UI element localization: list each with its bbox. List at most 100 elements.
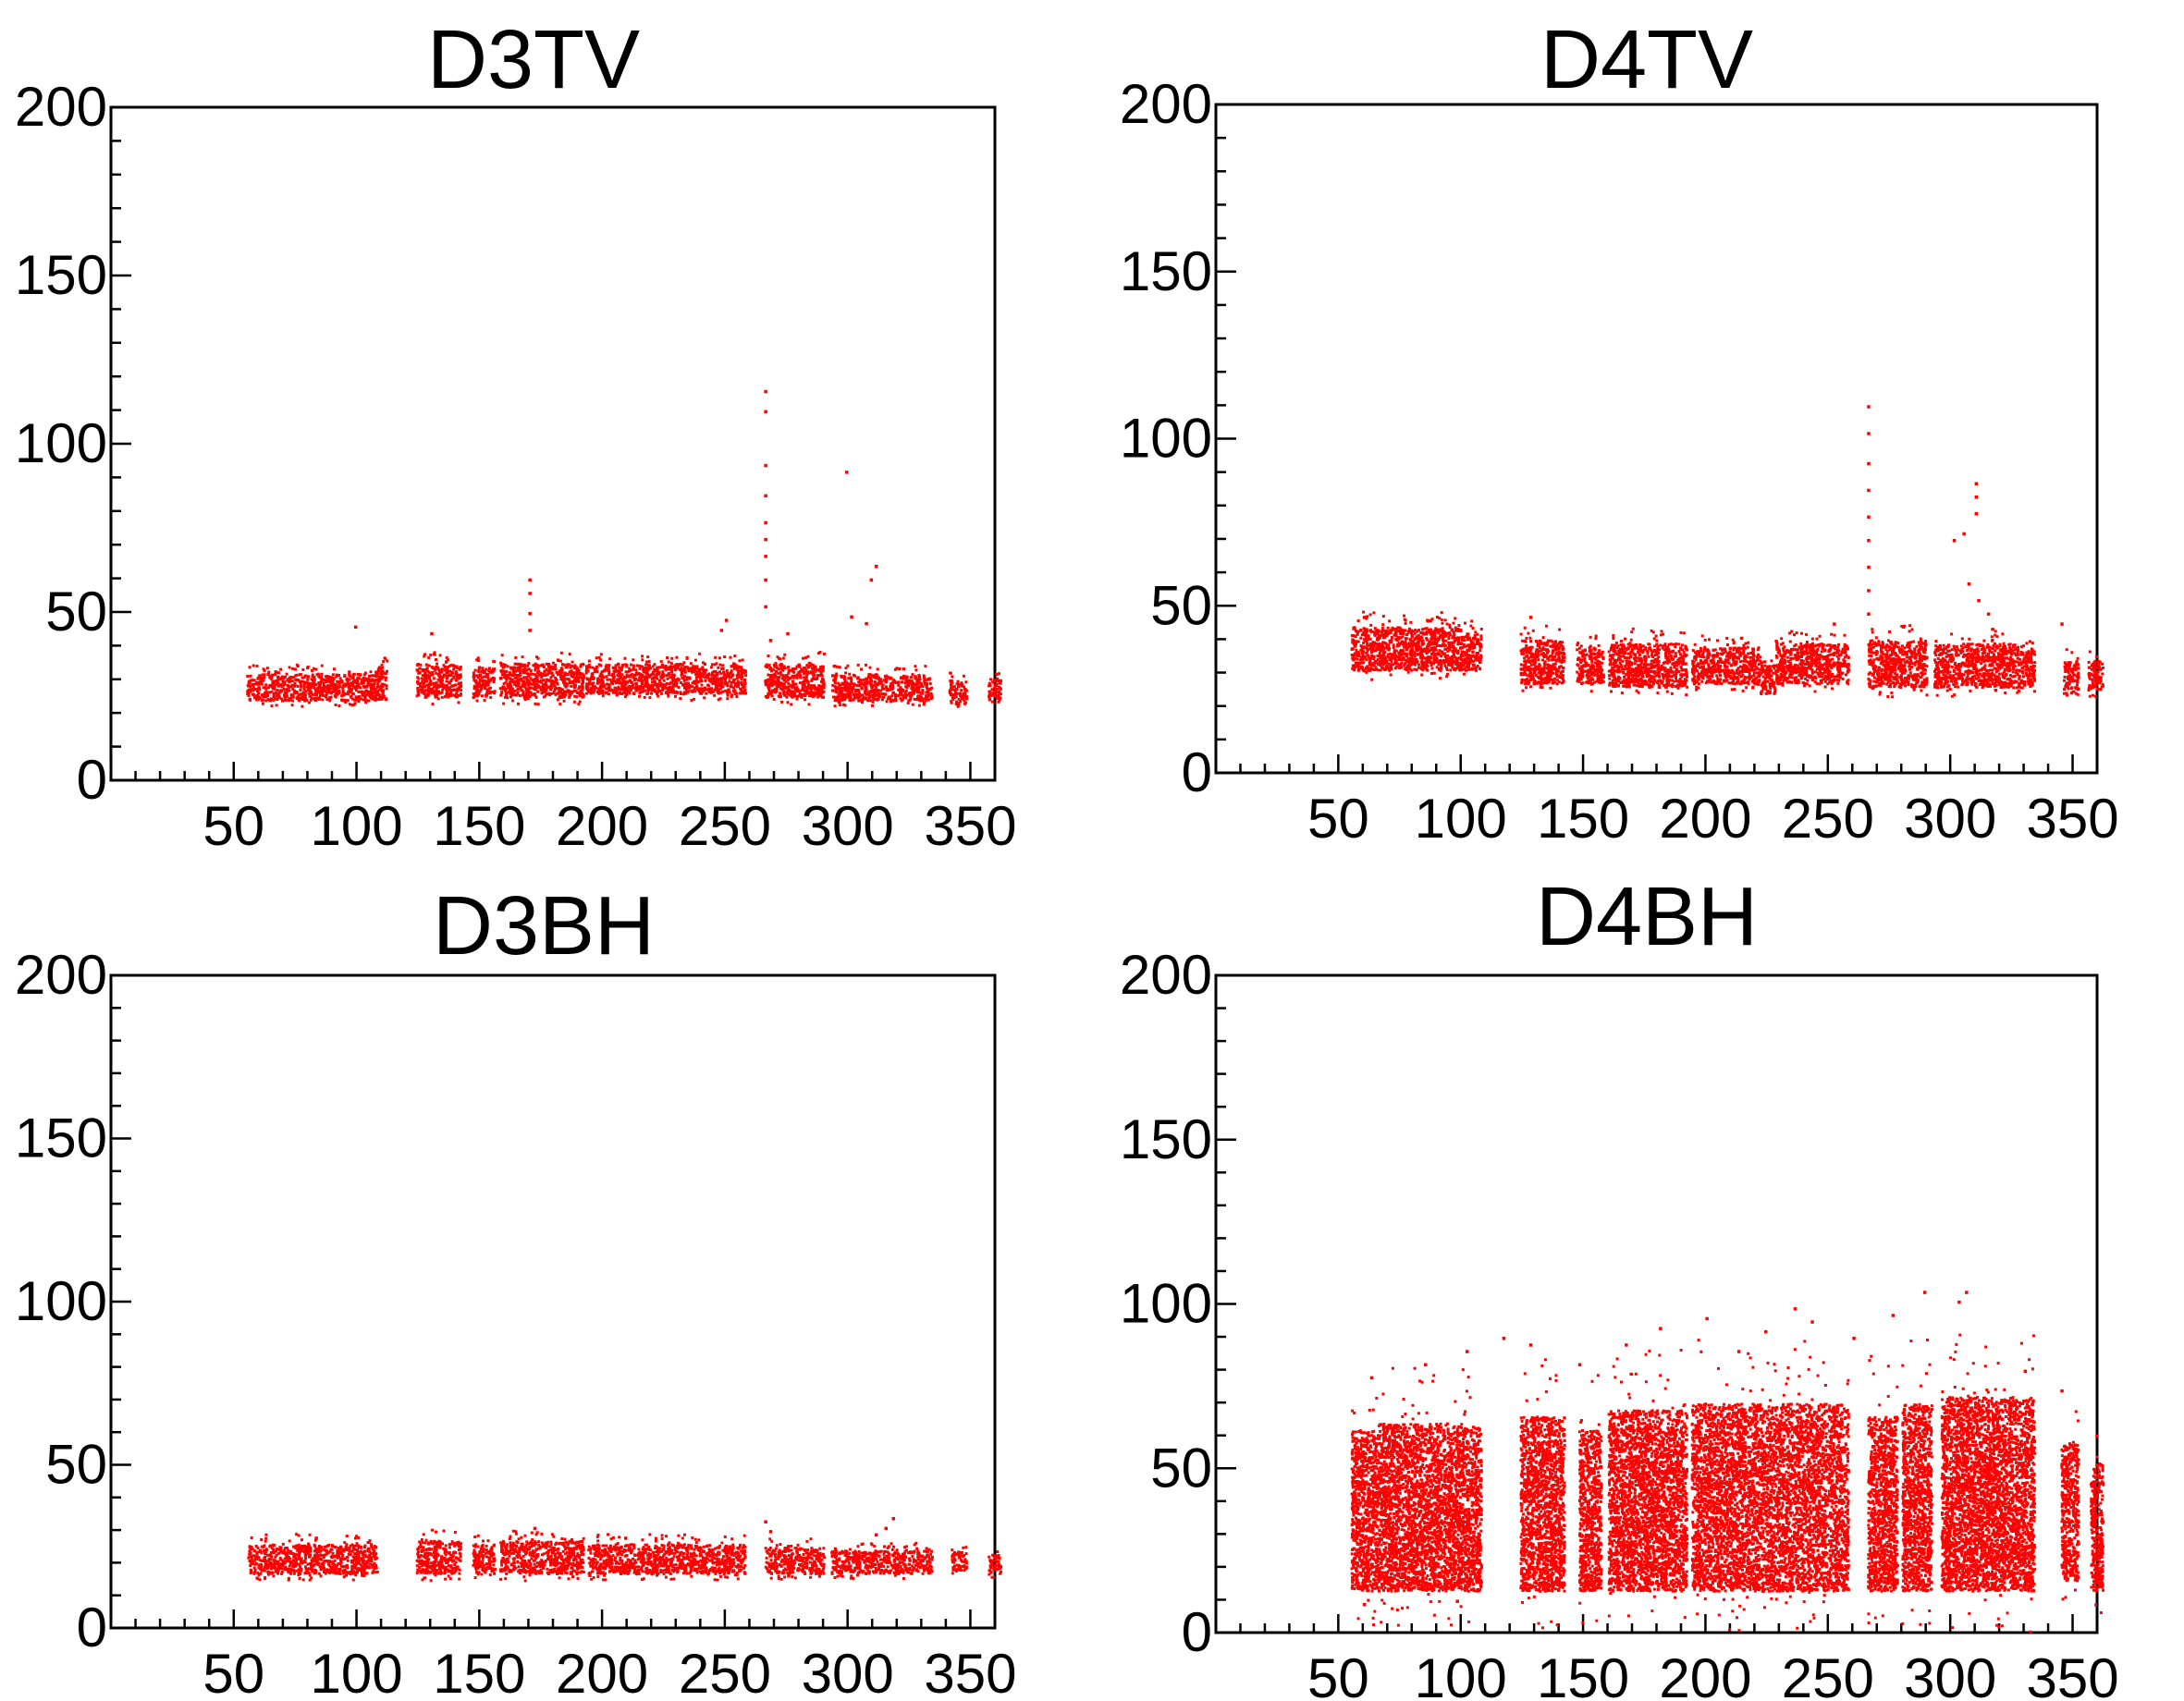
data-point xyxy=(301,705,303,708)
data-point xyxy=(618,681,620,684)
data-point xyxy=(587,689,590,691)
data-point xyxy=(423,655,425,658)
data-point xyxy=(553,684,556,687)
data-point xyxy=(318,698,321,701)
data-point xyxy=(507,676,509,679)
data-point xyxy=(349,675,351,678)
data-point xyxy=(314,689,317,691)
data-point xyxy=(536,677,539,679)
data-point xyxy=(382,693,385,696)
data-point xyxy=(276,704,278,706)
data-point xyxy=(267,671,270,674)
data-point xyxy=(357,700,360,703)
data-point xyxy=(500,677,503,679)
data-point xyxy=(284,680,287,683)
data-point xyxy=(688,677,691,679)
data-point xyxy=(543,674,546,677)
data-point xyxy=(513,693,516,696)
data-point xyxy=(499,662,502,665)
data-point xyxy=(305,690,308,692)
point-cluster xyxy=(472,656,497,702)
data-point xyxy=(262,699,264,702)
data-point xyxy=(502,703,505,705)
data-point xyxy=(429,691,432,693)
data-point xyxy=(700,691,703,694)
data-point xyxy=(667,688,669,691)
data-point xyxy=(270,698,273,701)
data-point xyxy=(534,669,536,672)
data-point xyxy=(701,684,704,687)
data-point xyxy=(596,691,599,693)
data-point xyxy=(645,667,648,670)
data-point xyxy=(537,703,540,705)
data-point xyxy=(506,696,509,699)
data-point xyxy=(363,686,366,689)
data-point xyxy=(258,681,261,684)
data-point xyxy=(446,674,448,677)
data-point xyxy=(286,689,288,691)
data-point xyxy=(425,675,428,678)
data-point xyxy=(560,652,563,655)
data-point xyxy=(441,689,444,691)
data-point xyxy=(618,663,620,666)
data-point xyxy=(607,671,610,674)
data-point xyxy=(264,683,267,686)
data-point xyxy=(382,660,385,663)
data-point xyxy=(419,671,422,674)
data-point xyxy=(421,678,423,680)
data-point xyxy=(499,694,502,697)
data-point xyxy=(735,667,738,669)
data-point xyxy=(274,698,276,701)
data-point xyxy=(680,692,682,695)
data-point xyxy=(332,685,335,688)
data-point xyxy=(364,699,367,702)
data-point xyxy=(374,682,376,685)
data-point xyxy=(271,682,274,685)
data-point xyxy=(279,668,282,671)
data-point xyxy=(645,676,648,679)
data-point xyxy=(472,679,475,681)
data-point xyxy=(365,686,368,689)
data-point xyxy=(618,688,620,691)
y-tick-label: 0 xyxy=(77,749,107,811)
data-point xyxy=(337,680,339,683)
data-point xyxy=(510,687,513,690)
data-point xyxy=(422,684,424,687)
data-point xyxy=(720,691,723,694)
x-tick-label: 50 xyxy=(202,795,264,857)
data-point xyxy=(523,667,526,669)
data-point xyxy=(362,694,364,697)
data-point xyxy=(292,676,295,679)
data-point xyxy=(381,675,384,678)
data-point xyxy=(288,678,290,680)
data-point xyxy=(608,679,611,681)
data-point xyxy=(592,678,595,680)
data-point xyxy=(564,672,567,675)
data-point xyxy=(705,692,707,695)
data-point xyxy=(291,704,294,706)
data-point xyxy=(484,686,486,689)
data-point xyxy=(664,667,667,670)
data-point xyxy=(285,699,288,702)
data-point xyxy=(266,691,269,693)
data-point xyxy=(559,675,562,678)
data-point xyxy=(478,693,481,696)
data-point xyxy=(559,660,562,663)
data-point xyxy=(522,664,525,667)
data-point xyxy=(328,680,331,683)
data-point xyxy=(302,691,305,693)
data-point xyxy=(425,664,428,667)
data-point xyxy=(567,663,570,666)
data-point xyxy=(417,663,420,666)
data-point xyxy=(517,683,520,686)
data-point xyxy=(336,674,338,677)
data-point xyxy=(325,680,327,683)
data-point xyxy=(577,677,580,679)
data-point xyxy=(741,683,743,686)
data-point xyxy=(540,676,543,679)
data-point xyxy=(717,667,719,669)
data-point xyxy=(674,679,677,681)
data-point xyxy=(613,670,616,673)
data-point xyxy=(339,680,342,683)
